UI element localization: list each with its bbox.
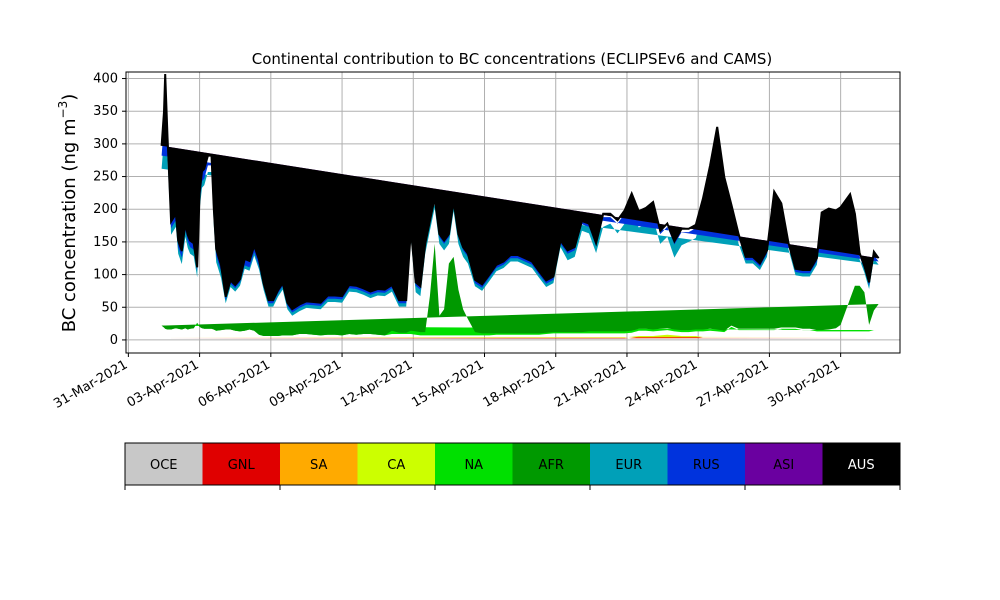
y-axis-label-text: BC concentration (ng m bbox=[59, 118, 80, 332]
colorbar-label: AFR bbox=[539, 458, 564, 473]
area-sa bbox=[161, 335, 879, 338]
x-tick-label: 06-Apr-2021 bbox=[196, 357, 273, 410]
area-afr bbox=[161, 243, 879, 336]
colorbar-swatch-rus bbox=[667, 443, 745, 485]
x-tick-label: 27-Apr-2021 bbox=[694, 357, 771, 410]
colorbar-swatch-oce bbox=[125, 443, 203, 485]
y-tick-label: 0 bbox=[110, 333, 118, 348]
axes-frame bbox=[125, 71, 901, 354]
colorbar-label: AUS bbox=[848, 458, 875, 473]
y-axis-label-sup: −3 bbox=[56, 101, 70, 119]
x-tick-label: 09-Apr-2021 bbox=[267, 357, 344, 410]
colorbar-swatch-ca bbox=[357, 443, 435, 485]
colorbar-swatch-sa bbox=[280, 443, 358, 485]
y-tick-label: 100 bbox=[93, 268, 118, 283]
colorbar-label: NA bbox=[464, 458, 483, 473]
chart-title: Continental contribution to BC concentra… bbox=[252, 50, 773, 68]
y-axis-label-close: ) bbox=[59, 94, 80, 101]
colorbar-frame bbox=[124, 442, 901, 486]
x-tick-label: 24-Apr-2021 bbox=[623, 357, 700, 410]
y-tick-label: 350 bbox=[93, 104, 118, 119]
total-outline bbox=[160, 73, 880, 311]
y-tick-label: 50 bbox=[101, 300, 118, 315]
y-tick-label: 150 bbox=[93, 235, 118, 250]
area-gnl bbox=[161, 336, 879, 339]
colorbar-swatch-aus bbox=[822, 443, 900, 485]
x-tick-label: 31-Mar-2021 bbox=[51, 357, 130, 411]
x-tick-label: 21-Apr-2021 bbox=[552, 357, 629, 410]
x-tick-label: 18-Apr-2021 bbox=[481, 357, 558, 410]
colorbar-label: GNL bbox=[228, 458, 256, 473]
colorbar-swatch-eur bbox=[590, 443, 668, 485]
x-tick-label: 12-Apr-2021 bbox=[338, 357, 415, 410]
y-tick-label: 200 bbox=[93, 202, 118, 217]
colorbar-label: RUS bbox=[693, 458, 720, 473]
area-ca bbox=[161, 334, 879, 338]
colorbar-swatch-afr bbox=[512, 443, 590, 485]
colorbar-label: EUR bbox=[615, 458, 642, 473]
x-tick-label: 15-Apr-2021 bbox=[409, 357, 486, 410]
x-tick-label: 30-Apr-2021 bbox=[766, 357, 843, 410]
y-axis-label: BC concentration (ng m−3) bbox=[56, 94, 80, 333]
y-tick-label: 300 bbox=[93, 137, 118, 152]
colorbar-swatch-na bbox=[435, 443, 513, 485]
area-aus bbox=[161, 74, 879, 310]
colorbar: OCE GNL SA CA NA AFR EUR RUS ASI AUS bbox=[124, 442, 901, 490]
plot-area: 0 50 100 150 200 250 300 350 400 31-Mar-202103-Ap… bbox=[51, 71, 901, 412]
colorbar-swatch-gnl bbox=[202, 443, 280, 485]
y-tick-label: 400 bbox=[93, 72, 118, 87]
y-tick-label: 250 bbox=[93, 170, 118, 185]
colorbar-label: SA bbox=[310, 458, 327, 473]
colorbar-swatch-asi bbox=[745, 443, 823, 485]
x-tick-label: 03-Apr-2021 bbox=[124, 357, 201, 410]
colorbar-label: ASI bbox=[773, 458, 794, 473]
colorbar-label: OCE bbox=[150, 458, 178, 473]
colorbar-label: CA bbox=[387, 458, 405, 473]
